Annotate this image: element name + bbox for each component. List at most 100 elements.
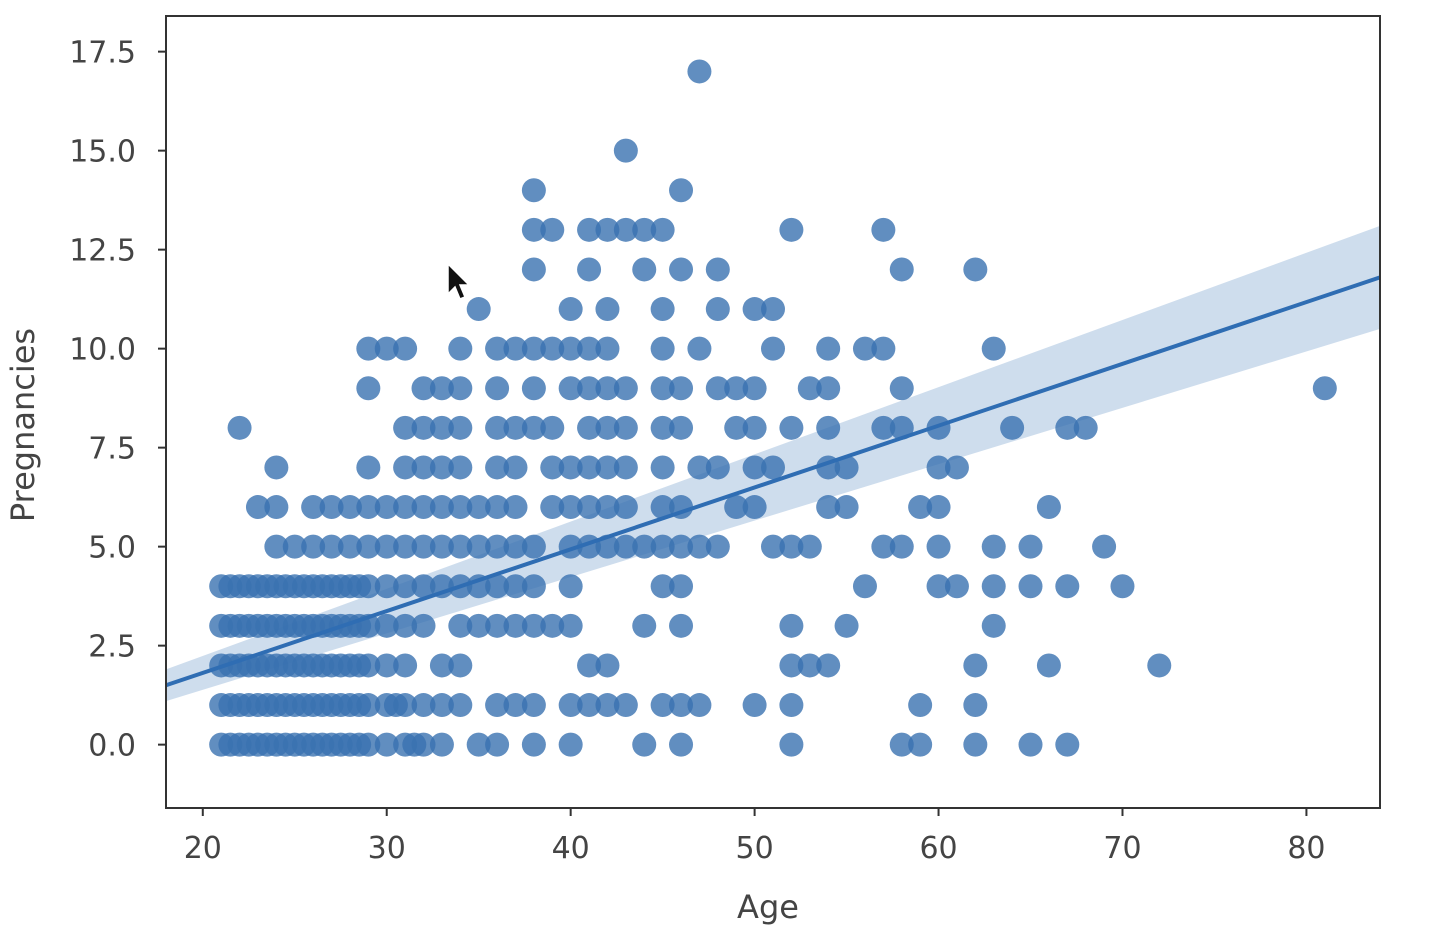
y-tick-label: 10.0 bbox=[69, 333, 136, 368]
data-point bbox=[411, 455, 436, 480]
data-point bbox=[613, 217, 638, 242]
data-point bbox=[779, 653, 804, 678]
mouse-cursor-icon bbox=[447, 262, 471, 300]
data-point bbox=[705, 455, 730, 480]
data-point bbox=[724, 376, 749, 401]
data-point bbox=[1073, 415, 1098, 440]
data-point bbox=[650, 574, 675, 599]
data-point bbox=[595, 376, 620, 401]
data-point bbox=[411, 693, 436, 718]
data-point bbox=[374, 613, 399, 638]
data-point bbox=[742, 297, 767, 322]
data-point bbox=[429, 495, 454, 520]
data-point bbox=[650, 693, 675, 718]
y-tick-label: 5.0 bbox=[88, 531, 136, 566]
data-point bbox=[466, 495, 491, 520]
data-point bbox=[577, 455, 602, 480]
x-axis-label: Age bbox=[737, 888, 799, 926]
data-point bbox=[779, 217, 804, 242]
data-point bbox=[429, 653, 454, 678]
data-point bbox=[687, 455, 712, 480]
data-point bbox=[687, 336, 712, 361]
data-point bbox=[669, 574, 694, 599]
data-point bbox=[779, 732, 804, 757]
data-point bbox=[889, 534, 914, 559]
data-point bbox=[411, 376, 436, 401]
x-tick-label: 60 bbox=[919, 831, 957, 866]
data-point bbox=[1036, 653, 1061, 678]
x-tick-label: 20 bbox=[184, 831, 222, 866]
data-point bbox=[411, 415, 436, 440]
data-point bbox=[779, 613, 804, 638]
data-point bbox=[485, 415, 510, 440]
data-point bbox=[613, 138, 638, 163]
data-point bbox=[963, 653, 988, 678]
data-point bbox=[540, 415, 565, 440]
data-point bbox=[669, 376, 694, 401]
data-point bbox=[1036, 495, 1061, 520]
plot-frame bbox=[165, 15, 1381, 809]
data-point bbox=[650, 495, 675, 520]
data-point bbox=[1110, 574, 1135, 599]
data-point bbox=[374, 495, 399, 520]
data-point bbox=[889, 376, 914, 401]
data-point bbox=[963, 732, 988, 757]
data-point bbox=[742, 455, 767, 480]
data-point bbox=[448, 693, 473, 718]
data-point bbox=[448, 653, 473, 678]
data-point bbox=[374, 336, 399, 361]
data-point bbox=[742, 376, 767, 401]
data-point bbox=[779, 415, 804, 440]
y-axis-label: Pregnancies bbox=[4, 328, 42, 522]
data-point bbox=[852, 574, 877, 599]
data-point bbox=[374, 534, 399, 559]
data-point bbox=[393, 415, 418, 440]
data-point bbox=[1055, 574, 1080, 599]
data-point bbox=[429, 534, 454, 559]
data-point bbox=[503, 336, 528, 361]
data-point bbox=[521, 376, 546, 401]
data-point bbox=[485, 613, 510, 638]
data-point bbox=[816, 376, 841, 401]
data-point bbox=[926, 534, 951, 559]
data-point bbox=[797, 376, 822, 401]
data-point bbox=[264, 534, 289, 559]
data-point bbox=[448, 613, 473, 638]
data-point bbox=[393, 455, 418, 480]
data-point bbox=[485, 376, 510, 401]
data-point bbox=[908, 495, 933, 520]
data-point bbox=[393, 336, 418, 361]
data-point bbox=[981, 574, 1006, 599]
data-point bbox=[466, 732, 491, 757]
data-point bbox=[448, 415, 473, 440]
data-point bbox=[742, 415, 767, 440]
data-point bbox=[558, 495, 583, 520]
data-point bbox=[485, 336, 510, 361]
data-point bbox=[669, 613, 694, 638]
data-point bbox=[356, 693, 381, 718]
data-point bbox=[816, 336, 841, 361]
data-point bbox=[448, 455, 473, 480]
data-point bbox=[356, 376, 381, 401]
data-point bbox=[944, 574, 969, 599]
data-point bbox=[521, 732, 546, 757]
data-point bbox=[669, 178, 694, 203]
data-point bbox=[816, 653, 841, 678]
data-point bbox=[577, 415, 602, 440]
data-point bbox=[356, 653, 381, 678]
data-point bbox=[613, 693, 638, 718]
data-point bbox=[797, 534, 822, 559]
data-point bbox=[632, 534, 657, 559]
data-point bbox=[650, 455, 675, 480]
data-point bbox=[779, 693, 804, 718]
data-point bbox=[521, 574, 546, 599]
data-point bbox=[871, 534, 896, 559]
data-point bbox=[521, 693, 546, 718]
data-point bbox=[485, 574, 510, 599]
data-point bbox=[650, 217, 675, 242]
data-point bbox=[521, 534, 546, 559]
data-point bbox=[687, 534, 712, 559]
data-point bbox=[613, 455, 638, 480]
data-point bbox=[393, 693, 418, 718]
